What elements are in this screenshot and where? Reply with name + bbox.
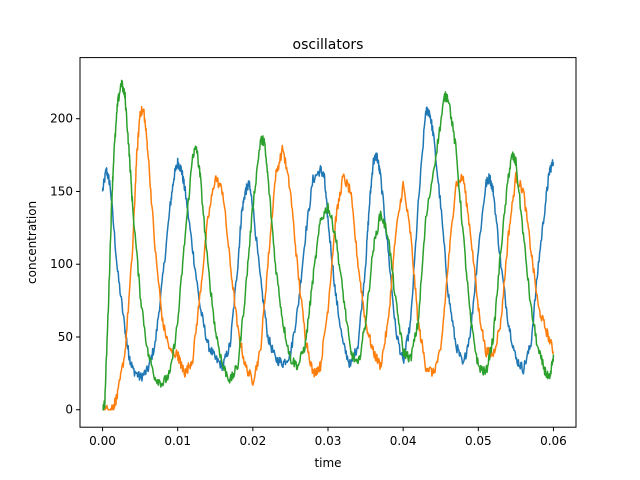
series-line-1 [101, 106, 555, 382]
x-tick-label: 0.06 [540, 434, 567, 448]
x-tick-label: 0.03 [315, 434, 342, 448]
x-tick-label: 0.00 [89, 434, 116, 448]
series-line-2 [102, 105, 555, 411]
x-tick-label: 0.04 [390, 434, 417, 448]
x-tick-label: 0.02 [239, 434, 266, 448]
series-line-3 [101, 79, 555, 411]
y-axis-label: concentration [25, 201, 39, 284]
y-tick-label: 100 [50, 257, 73, 271]
x-tick-label: 0.05 [465, 434, 492, 448]
y-tick-label: 150 [50, 184, 73, 198]
series-layer [101, 79, 555, 411]
x-axis: 0.00 0.01 0.02 0.03 0.04 0.05 0.06 [89, 427, 567, 448]
y-tick-label: 200 [50, 112, 73, 126]
y-axis: 0 50 100 150 200 [50, 112, 80, 417]
y-tick-label: 0 [65, 403, 73, 417]
y-tick-label: 50 [58, 330, 73, 344]
chart-title: oscillators [293, 37, 364, 53]
x-axis-label: time [314, 456, 341, 470]
x-tick-label: 0.01 [164, 434, 191, 448]
